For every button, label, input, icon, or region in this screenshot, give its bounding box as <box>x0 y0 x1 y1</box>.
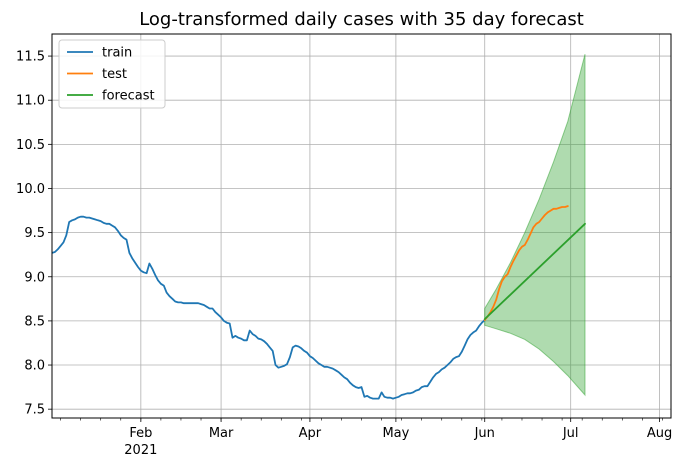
chart-title: Log-transformed daily cases with 35 day … <box>139 9 584 30</box>
legend-label-forecast: forecast <box>102 89 155 104</box>
y-tick-label: 9.5 <box>24 226 45 241</box>
x-tick-label: Aug <box>647 426 672 441</box>
series-line-test <box>483 205 569 321</box>
x-tick-label: Jun <box>474 426 495 441</box>
x-tick-label: May <box>382 426 409 441</box>
legend-box <box>58 39 166 109</box>
y-tick-label: 11.0 <box>16 94 45 109</box>
y-tick-label: 10.0 <box>16 182 45 197</box>
series-line-train <box>52 215 486 400</box>
series-line-forecast <box>483 222 586 321</box>
x-tick-label: Feb <box>129 426 152 441</box>
series-layer <box>52 205 586 400</box>
x-tick-sublabel: 2021 <box>124 443 157 458</box>
y-tick-label: 8.0 <box>24 359 45 374</box>
y-tick-label: 7.5 <box>24 403 45 418</box>
y-tick-label: 8.5 <box>24 314 45 329</box>
legend: train test forecast <box>58 39 166 109</box>
x-tick-label: Mar <box>209 426 234 441</box>
legend-label-train: train <box>102 46 132 61</box>
x-tick-label: Jul <box>562 426 579 441</box>
legend-label-test: test <box>102 67 127 82</box>
y-tick-label: 10.5 <box>16 138 45 153</box>
grid <box>52 34 671 418</box>
y-tick-label: 11.5 <box>16 50 45 65</box>
axes: 7.5 8.0 8.5 9.0 9.5 10.0 10.5 11.0 11.5 Feb 2021 Ma… <box>16 50 672 458</box>
x-tick-label: Apr <box>299 426 322 441</box>
y-tick-label: 9.0 <box>24 270 45 285</box>
